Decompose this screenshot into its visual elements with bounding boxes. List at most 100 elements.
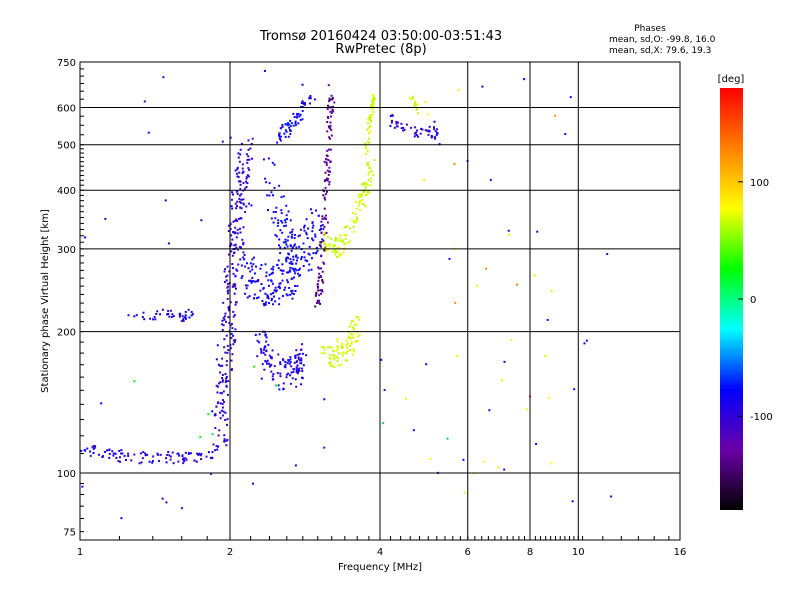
data-point [216, 448, 219, 451]
data-point [389, 124, 392, 127]
data-point [333, 245, 336, 248]
data-point [400, 127, 403, 130]
data-point [270, 299, 273, 302]
data-point [279, 127, 282, 130]
data-point [270, 357, 273, 360]
data-point [223, 439, 226, 442]
colorbar-tick-label: -100 [750, 412, 773, 423]
data-point [298, 352, 301, 355]
data-point [369, 184, 372, 187]
data-point [245, 262, 248, 265]
data-point [151, 461, 154, 464]
data-point [285, 260, 288, 263]
data-point [365, 182, 368, 185]
data-point [281, 123, 284, 126]
data-point [319, 275, 322, 278]
data-point [351, 353, 354, 356]
data-point [277, 222, 280, 225]
data-point [327, 235, 330, 238]
data-point [245, 180, 248, 183]
data-point [218, 382, 221, 385]
data-point [373, 159, 376, 162]
data-point [420, 127, 423, 130]
data-point [564, 132, 567, 135]
data-point [295, 254, 298, 257]
data-point [133, 380, 136, 383]
data-point [276, 224, 279, 227]
data-point [231, 191, 234, 194]
data-point [413, 105, 416, 108]
data-point [304, 102, 307, 105]
data-point [227, 224, 230, 227]
data-point [358, 202, 361, 205]
data-point [143, 100, 146, 103]
data-point [221, 376, 224, 379]
data-point [316, 249, 319, 252]
data-point [236, 232, 239, 235]
data-point [321, 278, 324, 281]
data-point [254, 333, 257, 336]
data-point [332, 105, 335, 108]
data-point [104, 450, 107, 453]
data-point [295, 366, 298, 369]
data-point [220, 409, 223, 412]
data-point [296, 372, 299, 375]
data-point [320, 254, 323, 257]
data-point [234, 275, 237, 278]
data-point [411, 98, 414, 101]
data-point [346, 349, 349, 352]
data-point [226, 282, 229, 285]
data-point [294, 284, 297, 287]
data-point [275, 289, 278, 292]
data-point [211, 456, 214, 459]
data-point [165, 501, 168, 504]
data-point [279, 229, 282, 232]
data-point [253, 297, 256, 300]
data-point [336, 347, 339, 350]
data-point [298, 245, 301, 248]
data-point [360, 193, 363, 196]
data-point [285, 376, 288, 379]
data-point [181, 315, 184, 318]
data-point [159, 453, 162, 456]
data-point [462, 458, 465, 461]
data-point [411, 95, 414, 98]
data-point [258, 333, 261, 336]
data-point [364, 142, 367, 145]
data-point [328, 100, 331, 103]
data-point [308, 245, 311, 248]
data-point [245, 153, 248, 156]
data-point [368, 117, 371, 120]
data-point [372, 173, 375, 176]
data-point [303, 229, 306, 232]
data-point [197, 453, 200, 456]
data-point [283, 132, 286, 135]
data-point [356, 216, 359, 219]
data-point [251, 268, 254, 271]
data-point [276, 264, 279, 267]
data-point [298, 369, 301, 372]
data-point [263, 348, 266, 351]
data-point [279, 135, 282, 138]
data-point [364, 194, 367, 197]
data-point [337, 352, 340, 355]
data-point [328, 166, 331, 169]
data-point [300, 359, 303, 362]
data-point [391, 114, 394, 117]
data-point [309, 102, 312, 105]
data-point [232, 220, 235, 223]
data-point [249, 270, 252, 273]
data-point [312, 252, 315, 255]
data-point [367, 126, 370, 129]
data-point [161, 497, 164, 500]
data-point [288, 362, 291, 365]
data-point [301, 83, 304, 86]
data-point [184, 310, 187, 313]
data-point [279, 372, 282, 375]
data-point [278, 303, 281, 306]
data-point [282, 241, 285, 244]
data-point [230, 332, 233, 335]
data-point [446, 437, 449, 440]
data-point [352, 320, 355, 323]
data-point [434, 130, 437, 133]
